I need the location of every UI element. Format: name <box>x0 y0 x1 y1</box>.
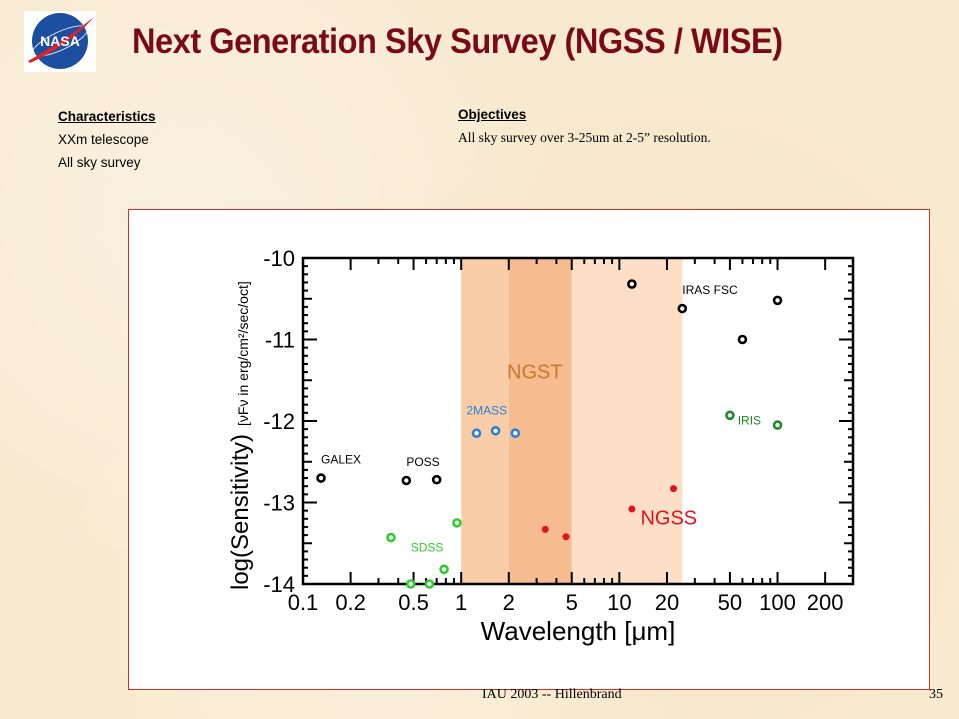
shaded-band <box>461 258 509 584</box>
sensitivity-chart: 0.1 0.2 0.5 1 2 5 10 20 50 100 200-10-11-12-13-14 … <box>227 246 855 646</box>
footer-credit: IAU 2003 -- Hillenbrand <box>482 687 622 702</box>
data-point-poss <box>431 474 442 485</box>
chart-frame: 0.1 0.2 0.5 1 2 5 10 20 50 100 200 -10 -11 -12 -13 -14 … <box>128 209 930 690</box>
data-point-iris <box>725 410 735 421</box>
data-point-galex <box>316 473 326 483</box>
x-tick-label: 10 <box>607 590 631 615</box>
annotation-ngss: NGSS <box>640 508 697 530</box>
characteristics-heading: Characteristics <box>58 109 156 124</box>
objectives-section: Objectives All sky survey over 3-25um at… <box>458 107 711 146</box>
data-point-ngss <box>541 525 549 533</box>
annotation-poss: POSS <box>406 455 439 469</box>
annotation-ngst: NGST <box>507 362 563 384</box>
y-tick-label: -13 <box>263 491 295 516</box>
data-point-ngss <box>670 485 678 493</box>
data-point-iras-fsc <box>737 334 748 345</box>
data-point-sdss <box>424 579 435 589</box>
y-tick-label: -14 <box>263 572 295 597</box>
data-point-sdss <box>439 564 449 575</box>
y-tick-label: -11 <box>265 328 295 353</box>
x-tick-label: 2 <box>503 590 515 615</box>
svg-text:NASA: NASA <box>40 33 80 49</box>
shaded-band <box>508 258 572 584</box>
data-point-poss <box>401 475 412 486</box>
data-point-iras-fsc <box>627 279 637 289</box>
y-axis-label: log(Sensitivity) [νFν in erg/cm²/sec/oct] <box>227 281 254 590</box>
annotation-galex: GALEX <box>321 452 361 466</box>
characteristic-item: All sky survey <box>58 155 141 170</box>
x-axis-label: Wavelength [μm] <box>481 616 676 646</box>
data-point-sdss <box>452 518 462 528</box>
page-number: 35 <box>929 687 943 702</box>
y-tick-label: -10 <box>263 246 295 271</box>
data-point-sdss <box>405 579 416 589</box>
plot-frame <box>301 256 855 586</box>
data-point-iras-fsc <box>677 303 688 314</box>
data-point-sdss <box>386 532 396 543</box>
x-tick-label: 200 <box>807 590 844 615</box>
y-axis-label-main: log(Sensitivity) <box>227 434 254 590</box>
x-tick-label: 1 <box>455 590 467 615</box>
x-tick-label: 0.5 <box>398 590 429 615</box>
x-tick-label: 100 <box>759 590 796 615</box>
x-tick-label: 5 <box>566 590 578 615</box>
annotation-sdss: SDSS <box>411 540 444 554</box>
objectives-heading: Objectives <box>458 107 527 122</box>
annotation-iras-fsc: IRAS FSC <box>682 283 738 297</box>
data-point-iris <box>772 420 783 430</box>
x-tick-label: 0.1 <box>288 590 319 615</box>
slide-title: Next Generation Sky Survey (NGSS / WISE) <box>132 22 783 61</box>
x-tick-label: 20 <box>655 590 679 615</box>
annotation-2mass: 2MASS <box>466 403 507 417</box>
nasa-logo: NASA <box>24 11 96 72</box>
characteristics-section: Characteristics XXm telescope All sky su… <box>58 109 156 178</box>
data-point-2mass <box>471 428 482 439</box>
y-tick-label: -12 <box>263 409 295 434</box>
data-point-ngss <box>562 533 570 541</box>
y-axis-label-units: [νFν in erg/cm²/sec/oct] <box>235 281 251 426</box>
x-tick-label: 0.2 <box>335 590 366 615</box>
shaded-band <box>571 258 683 584</box>
data-point-ngss <box>628 505 636 513</box>
objectives-text: All sky survey over 3-25um at 2-5” resol… <box>458 130 711 145</box>
annotation-iris: IRIS <box>738 413 761 427</box>
data-point-2mass <box>510 428 521 439</box>
data-point-2mass <box>490 425 501 436</box>
data-point-iras-fsc <box>772 295 783 306</box>
x-tick-label: 50 <box>718 590 742 615</box>
characteristic-item: XXm telescope <box>58 132 149 147</box>
